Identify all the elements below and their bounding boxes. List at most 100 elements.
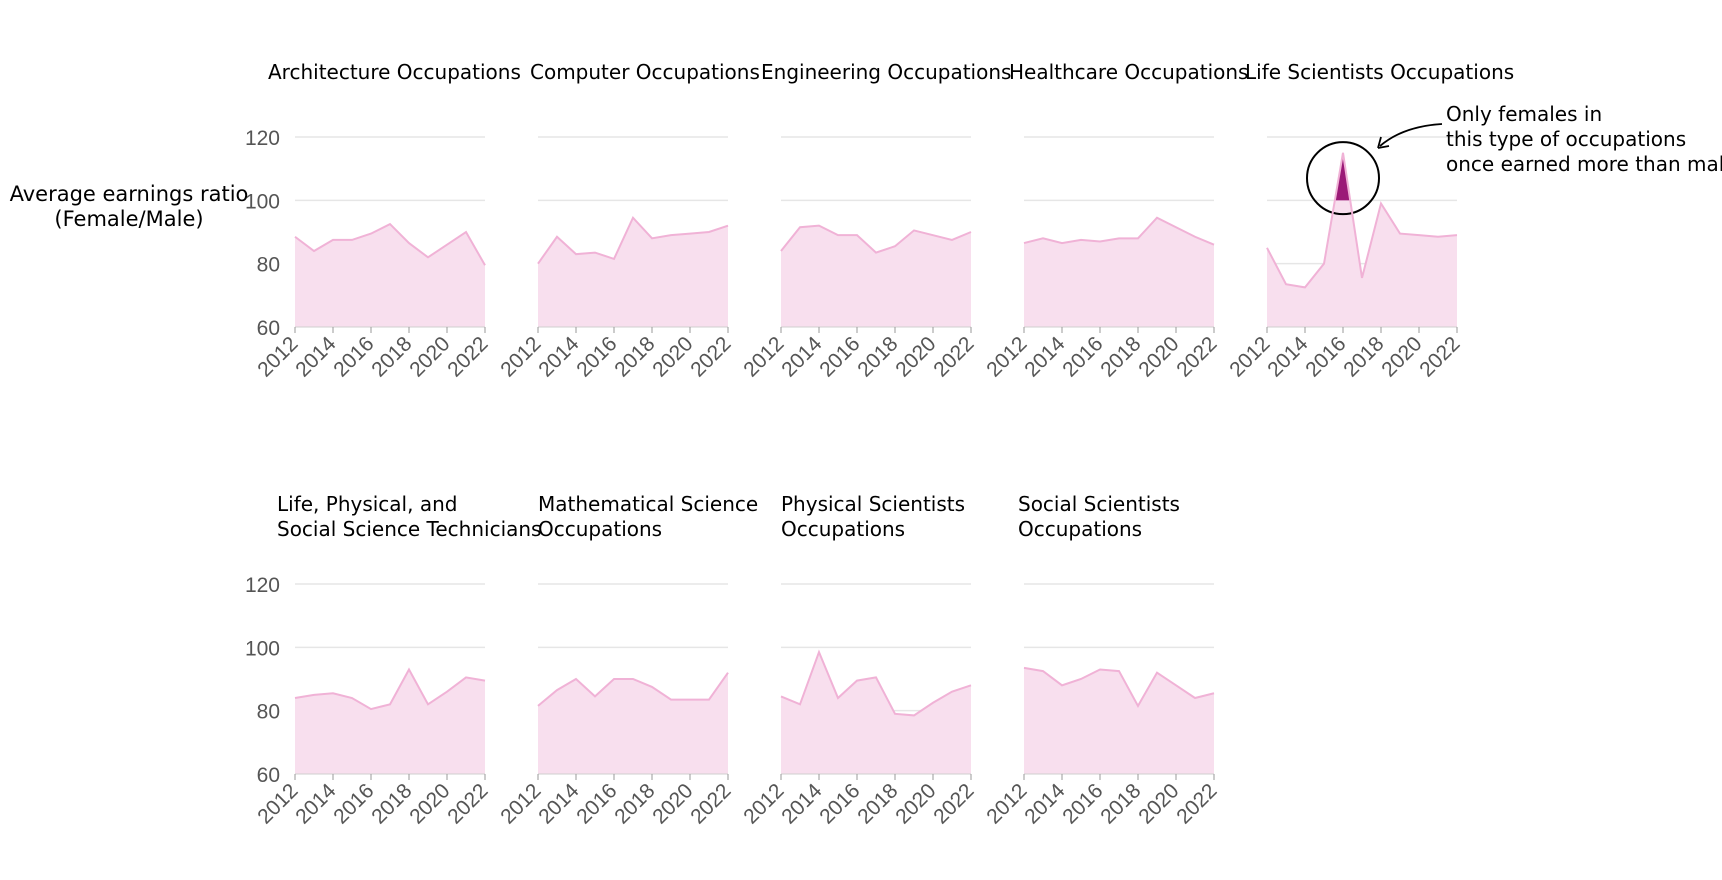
series-area: [1267, 152, 1457, 327]
x-tick-label: 2012: [739, 332, 788, 381]
data-point-2021: [951, 691, 953, 693]
y-tick-label: 80: [257, 701, 280, 724]
data-point-2019: [427, 256, 429, 258]
data-point-2012: [780, 250, 782, 252]
data-point-2020: [446, 691, 448, 693]
annotation-text: Only females in: [1446, 102, 1602, 126]
series-area: [295, 224, 485, 327]
panel-title: Occupations: [1018, 517, 1142, 541]
data-point-2017: [875, 252, 877, 254]
data-point-2016: [613, 258, 615, 260]
x-tick-label: 2014: [777, 332, 827, 382]
y-tick-label: 120: [245, 127, 280, 150]
x-tick-label: 2022: [929, 779, 978, 828]
panel-title: Healthcare Occupations: [1009, 60, 1248, 84]
data-point-2022: [727, 672, 729, 674]
data-point-2019: [1399, 233, 1401, 235]
x-tick-label: 2012: [982, 779, 1031, 828]
y-tick-label: 120: [245, 574, 280, 597]
data-point-2022: [484, 264, 486, 266]
data-point-2014: [818, 651, 820, 653]
data-point-2014: [575, 678, 577, 680]
data-point-2021: [1437, 236, 1439, 238]
data-point-2021: [465, 231, 467, 233]
data-point-2014: [575, 253, 577, 255]
x-tick-label: 2012: [739, 779, 788, 828]
x-tick-label: 2022: [443, 332, 492, 381]
data-point-2017: [1118, 237, 1120, 239]
panel-title: Life Scientists Occupations: [1245, 60, 1514, 84]
data-point-2018: [894, 245, 896, 247]
panel-title: Engineering Occupations: [761, 60, 1011, 84]
data-point-2017: [1361, 277, 1363, 279]
x-tick-label: 2018: [853, 332, 902, 381]
y-tick-label: 60: [257, 764, 280, 787]
data-point-2018: [651, 686, 653, 688]
data-point-2013: [1042, 237, 1044, 239]
data-point-2016: [613, 678, 615, 680]
data-point-2018: [408, 669, 410, 671]
panel-title: Life, Physical, and: [277, 492, 457, 516]
data-point-2016: [370, 708, 372, 710]
data-point-2022: [1213, 692, 1215, 694]
data-point-2020: [932, 702, 934, 704]
data-point-2018: [1137, 705, 1139, 707]
data-point-2021: [1194, 236, 1196, 238]
data-point-2012: [294, 236, 296, 238]
series-area: [538, 672, 728, 774]
data-point-2017: [632, 217, 634, 219]
x-tick-label: 2016: [329, 779, 378, 828]
x-tick-label: 2020: [648, 779, 697, 828]
data-point-2022: [484, 680, 486, 682]
x-tick-label: 2016: [1301, 332, 1350, 381]
data-point-2014: [1061, 684, 1063, 686]
data-point-2020: [689, 699, 691, 701]
data-point-2018: [1380, 203, 1382, 205]
x-tick-label: 2018: [367, 779, 416, 828]
panel-title: Occupations: [781, 517, 905, 541]
data-point-2014: [818, 225, 820, 227]
x-tick-label: 2020: [1134, 332, 1183, 381]
highlight-circle: [1306, 141, 1380, 216]
series-area: [1024, 217, 1214, 327]
series-line: [294, 222, 486, 266]
x-tick-label: 2018: [1096, 779, 1145, 828]
data-point-2012: [1023, 667, 1025, 669]
x-tick-label: 2018: [610, 779, 659, 828]
data-point-2020: [932, 234, 934, 236]
x-tick-label: 2014: [291, 332, 341, 382]
panel-8: Physical ScientistsOccupations2012201420…: [739, 492, 978, 829]
data-point-2022: [970, 231, 972, 233]
panel-1: Architecture Occupations2012201420162018…: [245, 60, 521, 382]
y-tick-label: 100: [245, 190, 280, 213]
x-tick-label: 2022: [1172, 779, 1221, 828]
annotation-text: this type of occupations: [1446, 127, 1686, 151]
y-tick-label: 60: [257, 317, 280, 340]
series-line: [537, 215, 729, 265]
data-point-2017: [632, 678, 634, 680]
series-area: [538, 217, 728, 327]
data-point-2016: [856, 680, 858, 682]
series-area: [781, 652, 971, 774]
data-point-2018: [894, 713, 896, 715]
y-tick-label: 100: [245, 637, 280, 660]
data-point-2013: [556, 689, 558, 691]
series-line: [1023, 666, 1215, 708]
data-point-2021: [465, 676, 467, 678]
x-tick-label: 2014: [534, 332, 584, 382]
panel-7: Mathematical ScienceOccupations201220142…: [496, 492, 758, 829]
x-tick-label: 2012: [496, 332, 545, 381]
x-tick-label: 2014: [1020, 332, 1070, 382]
data-point-2012: [1266, 247, 1268, 249]
x-tick-label: 2014: [534, 779, 584, 829]
data-point-2021: [708, 231, 710, 233]
x-tick-label: 2018: [853, 779, 902, 828]
panel-title: Social Science Technicians: [277, 517, 541, 541]
x-tick-label: 2016: [815, 779, 864, 828]
data-point-2012: [780, 695, 782, 697]
x-tick-label: 2018: [610, 332, 659, 381]
data-point-2019: [913, 229, 915, 231]
